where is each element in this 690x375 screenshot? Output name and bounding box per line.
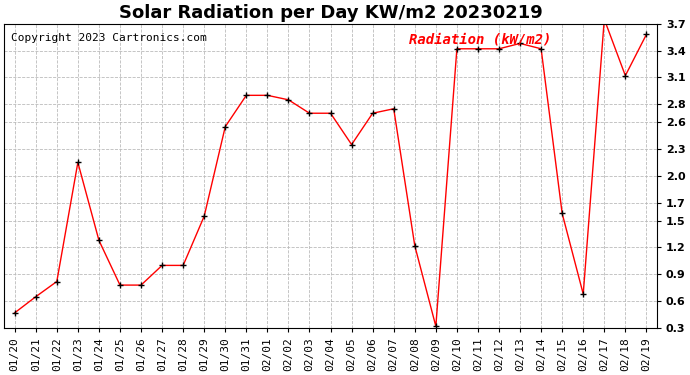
Text: Copyright 2023 Cartronics.com: Copyright 2023 Cartronics.com: [10, 33, 206, 43]
Title: Solar Radiation per Day KW/m2 20230219: Solar Radiation per Day KW/m2 20230219: [119, 4, 542, 22]
Text: Radiation (kW/m2): Radiation (kW/m2): [409, 33, 551, 47]
